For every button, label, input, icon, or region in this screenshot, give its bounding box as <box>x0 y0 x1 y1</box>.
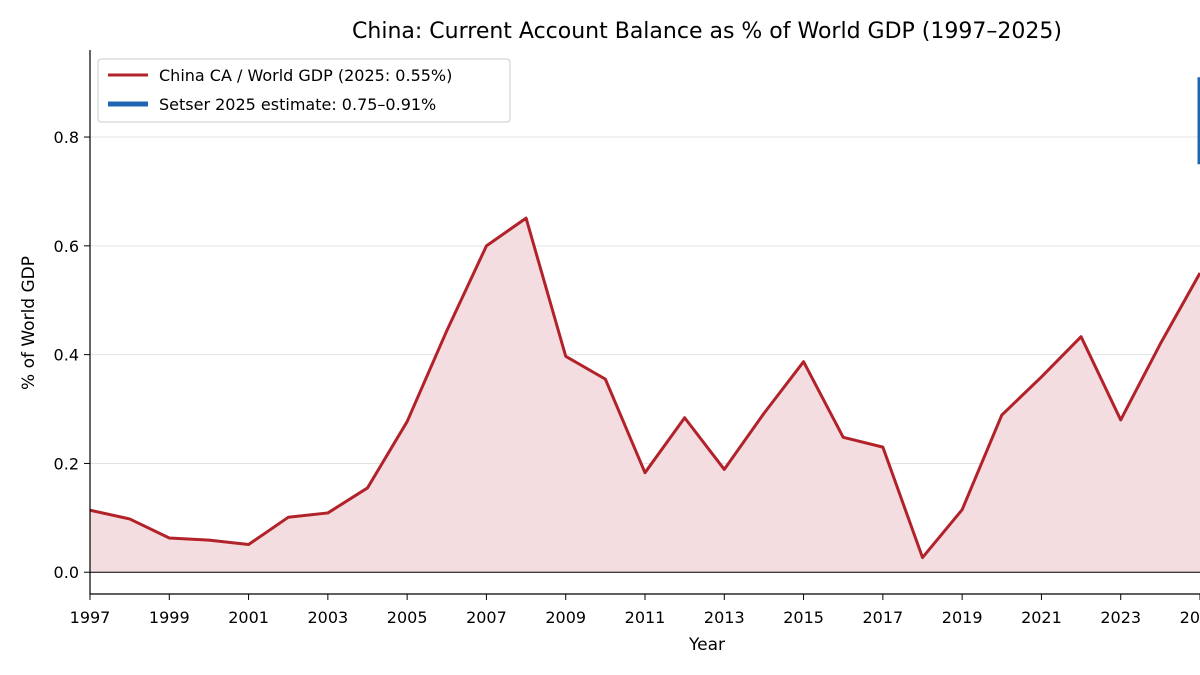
series-line-china-ca <box>90 216 1200 560</box>
x-tick-label-13: 2023 <box>1100 608 1141 627</box>
x-tick-label-0: 1997 <box>70 608 111 627</box>
x-tick-label-8: 2013 <box>704 608 745 627</box>
x-tick-label-10: 2017 <box>862 608 903 627</box>
x-tick-label-2: 2001 <box>228 608 269 627</box>
legend-frame <box>97 58 511 123</box>
x-tick-label-6: 2009 <box>545 608 586 627</box>
x-axis-label: Year <box>688 635 725 655</box>
y-tick-label-4: 0.8 <box>54 128 79 147</box>
plot-inner <box>90 77 1200 573</box>
y-tick-label-3: 0.6 <box>54 237 79 256</box>
x-tick-label-1: 1999 <box>149 608 190 627</box>
x-tick-label-9: 2015 <box>783 608 824 627</box>
legend-label-setser-estimate: Setser 2025 estimate: 0.75–0.91% <box>159 95 436 114</box>
x-tick-label-11: 2019 <box>942 608 983 627</box>
x-tick-label-3: 2003 <box>307 608 348 627</box>
y-tick-label-1: 0.2 <box>54 454 79 473</box>
y-tick-label-2: 0.4 <box>54 346 79 365</box>
legend: China CA / World GDP (2025: 0.55%) Setse… <box>97 58 511 123</box>
chart-title: China: Current Account Balance as % of W… <box>352 19 1062 44</box>
x-tick-label-14: 2025 <box>1180 608 1200 627</box>
series-area-china-ca <box>90 218 1200 573</box>
x-tick-label-5: 2007 <box>466 608 507 627</box>
x-tick-label-7: 2011 <box>625 608 666 627</box>
x-tick-label-4: 2005 <box>387 608 428 627</box>
y-axis-label: % of World GDP <box>19 256 39 390</box>
y-tick-label-0: 0.0 <box>54 563 79 582</box>
x-tick-label-12: 2021 <box>1021 608 1062 627</box>
legend-label-china-ca: China CA / World GDP (2025: 0.55%) <box>159 66 452 85</box>
plot-area: 0.0 0.2 0.4 0.6 0.8 1997 1999 2001 2003 2005 2007 2… <box>54 50 1200 627</box>
